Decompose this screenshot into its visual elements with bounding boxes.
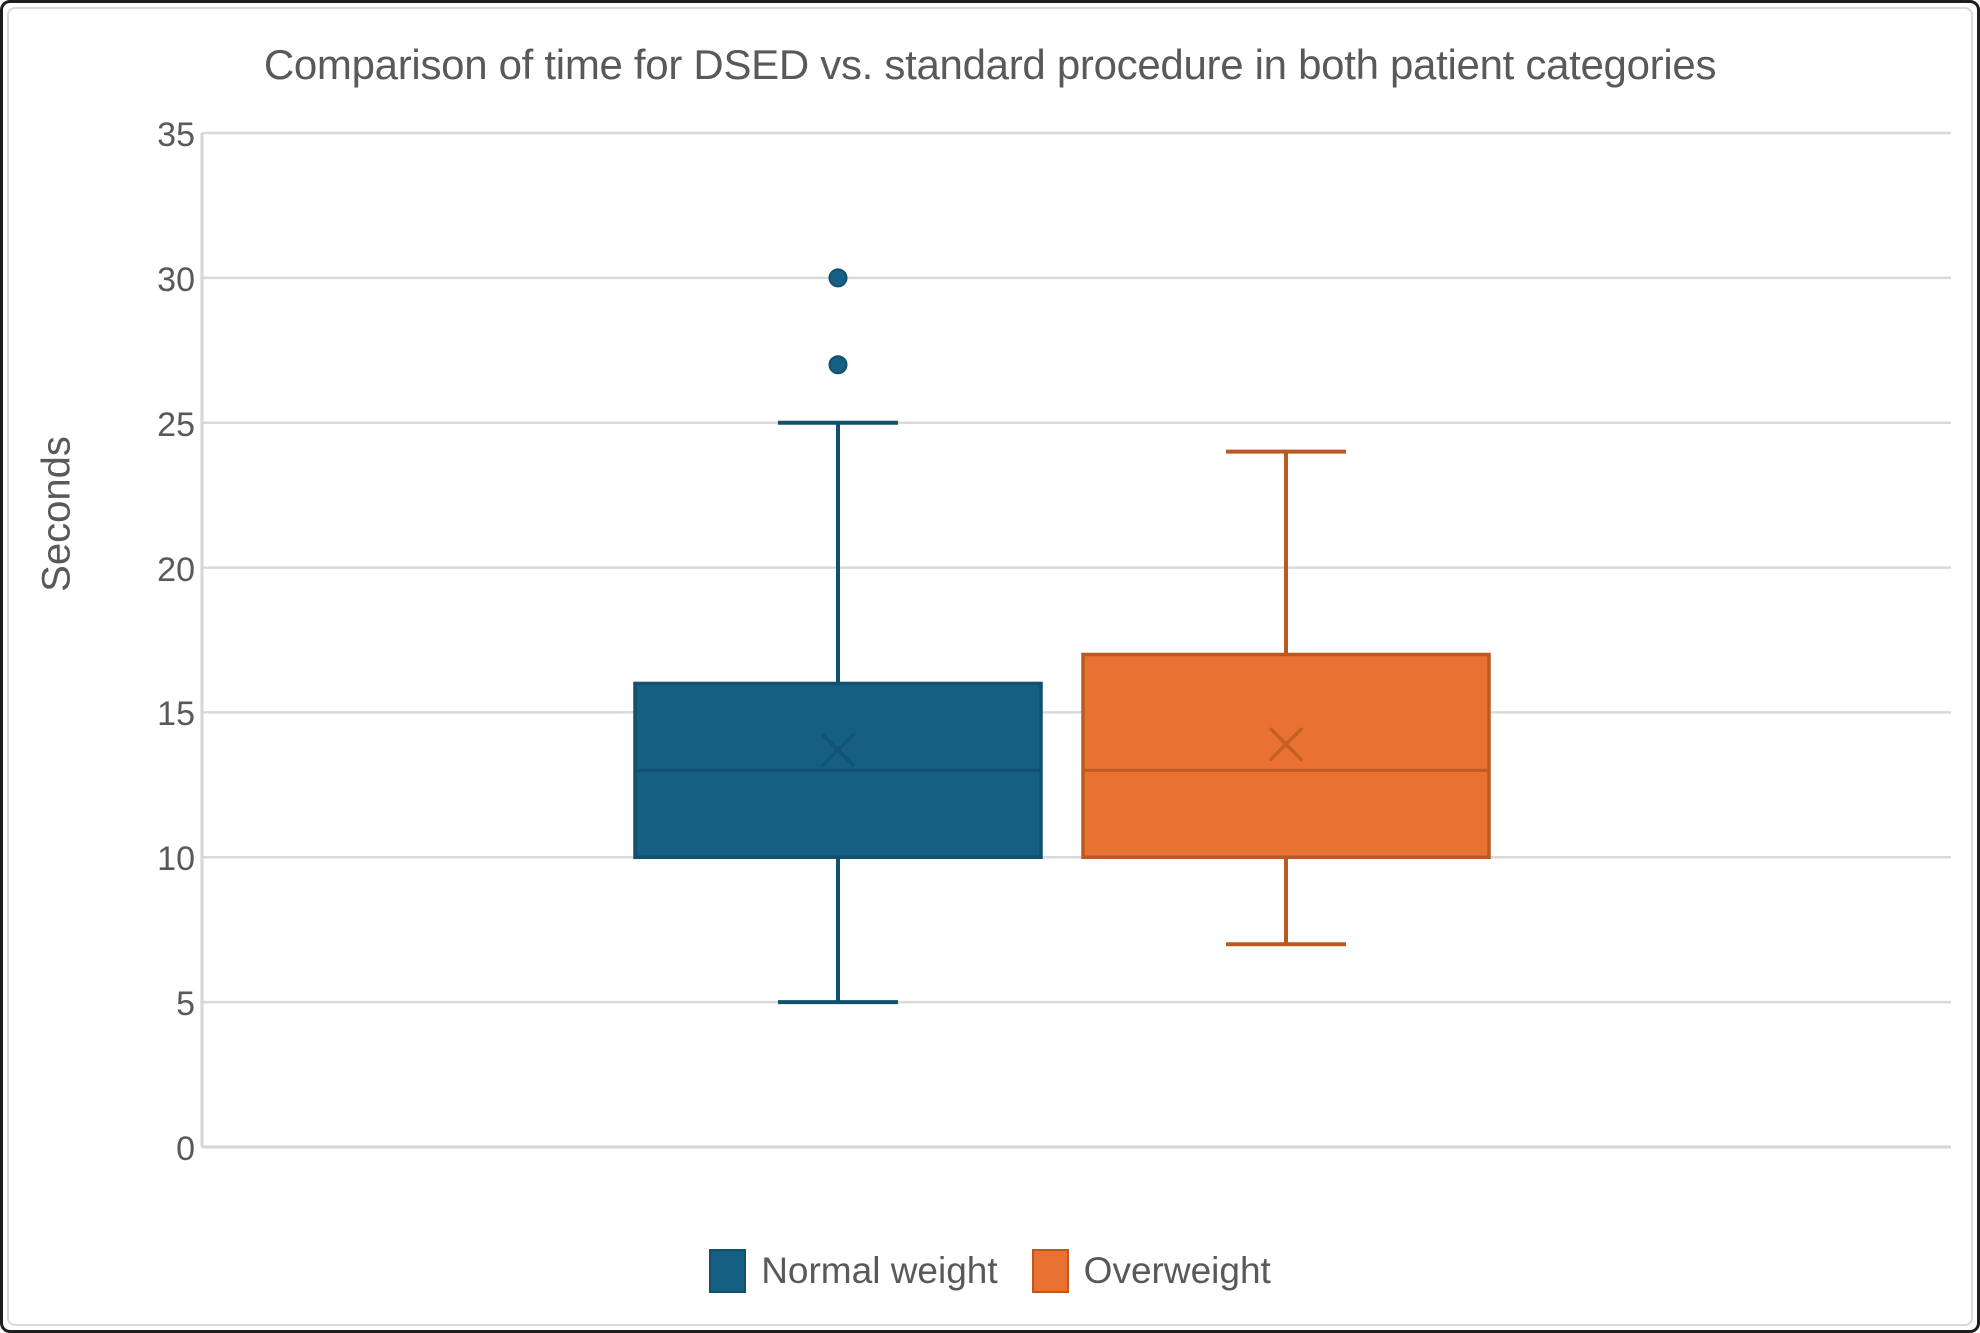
legend-swatch-normal-weight [709,1249,747,1293]
y-tick-label-35: 35 [157,115,195,154]
y-tick-label-25: 25 [157,405,195,444]
y-tick-label-30: 30 [157,260,195,299]
legend-item-normal-weight: Normal weight [709,1249,998,1293]
chart-frame: Comparison of time for DSED vs. standard… [7,7,1973,1326]
legend-label-overweight: Overweight [1083,1250,1271,1291]
y-tick-label-15: 15 [157,695,195,734]
y-tick-label-5: 5 [176,985,195,1024]
y-tick-label-0: 0 [176,1129,195,1168]
legend-item-overweight: Overweight [1031,1249,1271,1293]
chart-title: Comparison of time for DSED vs. standard… [263,41,1717,88]
chart-legend: Normal weight Overweight [9,1245,1971,1297]
mean-marker-overweight [1269,727,1303,762]
y-tick-label-10: 10 [157,840,195,879]
legend-label-normal-weight: Normal weight [761,1250,998,1291]
boxplot-plot-area [200,131,1951,1149]
mean-marker-normal-weight [821,733,855,767]
legend-swatch-overweight [1031,1249,1069,1293]
box-overweight [1081,652,1491,860]
y-tick-label-20: 20 [157,550,195,589]
outlier-dot-normal-weight-30 [828,268,848,288]
outlier-dot-normal-weight-27 [828,355,848,375]
